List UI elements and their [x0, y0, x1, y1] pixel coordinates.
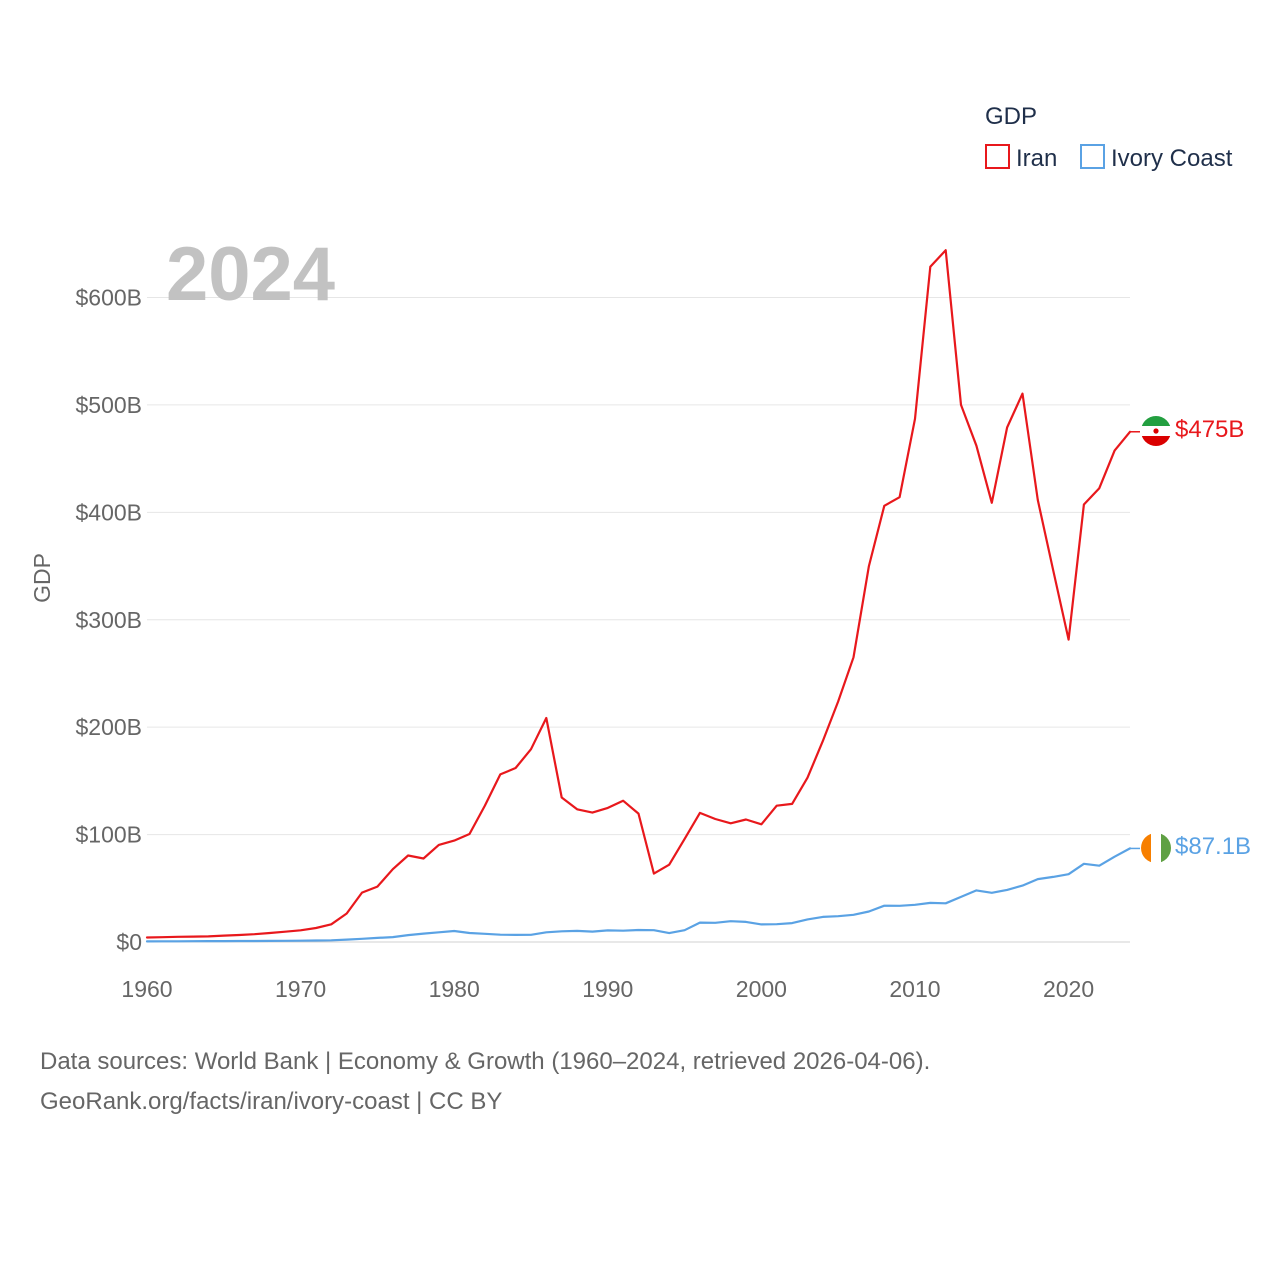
legend-item-iran[interactable]: Iran [985, 144, 1057, 172]
series-line-ivory-coast [145, 847, 1132, 943]
source-line-1: Data sources: World Bank | Economy & Gro… [40, 1048, 931, 1075]
ivory-coast-end-marker: $87.1B [1141, 833, 1251, 863]
legend-title: GDP [985, 103, 1037, 130]
x-tick-label: 1970 [275, 976, 326, 1002]
y-tick-label: $500B [75, 392, 142, 418]
y-tick-label: $400B [75, 499, 142, 525]
iran-end-value: $475B [1175, 416, 1244, 443]
ivory-coast-end-value: $87.1B [1175, 833, 1251, 860]
y-tick-label: $0 [116, 929, 142, 955]
y-axis-title: GDP [29, 553, 55, 603]
y-tick-label: $600B [75, 285, 142, 311]
x-tick-label: 2020 [1043, 976, 1094, 1002]
series-line-iran [145, 249, 1132, 939]
legend-item-ivory-coast[interactable]: Ivory Coast [1080, 144, 1233, 172]
legend-swatch-ivory-coast [1080, 144, 1105, 169]
legend-label-ivory-coast: Ivory Coast [1111, 145, 1233, 172]
legend-label-iran: Iran [1016, 145, 1057, 172]
x-axis: 1960 1970 1980 1990 2000 2010 2020 [121, 976, 1094, 1002]
y-tick-label: $300B [75, 607, 142, 633]
legend-swatch-iran [985, 144, 1010, 169]
source-line-2[interactable]: GeoRank.org/facts/iran/ivory-coast | CC … [40, 1088, 503, 1115]
y-axis: $0 $100B $200B $300B $400B $500B $600B [75, 285, 142, 956]
series-layer [145, 249, 1140, 943]
x-tick-label: 1980 [429, 976, 480, 1002]
x-tick-label: 1960 [121, 976, 172, 1002]
year-label: 2024 [166, 232, 335, 317]
iran-flag-icon [1141, 416, 1171, 446]
y-tick-label: $200B [75, 714, 142, 740]
y-tick-label: $100B [75, 822, 142, 848]
x-tick-label: 1990 [582, 976, 633, 1002]
source-note: Data sources: World Bank | Economy & Gro… [40, 1042, 1240, 1122]
x-tick-label: 2000 [736, 976, 787, 1002]
legend: GDP Iran Ivory Coast [985, 103, 1233, 172]
iran-end-marker: $475B [1141, 416, 1244, 446]
y-gridlines [147, 297, 1130, 943]
ivory-coast-flag-icon [1141, 833, 1171, 863]
x-tick-label: 2010 [889, 976, 940, 1002]
